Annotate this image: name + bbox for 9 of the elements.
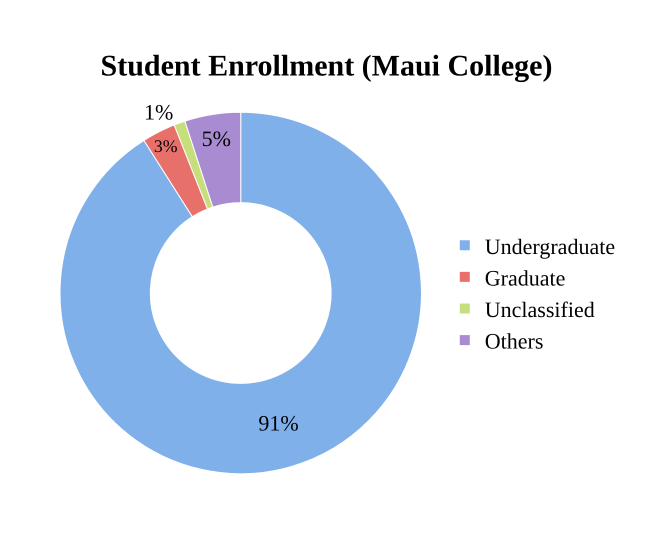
legend-label: Others	[484, 328, 544, 354]
data-label: 1%	[144, 99, 174, 124]
legend-label: Undergraduate	[484, 234, 616, 259]
chart-title: Student Enrollment (Maui College)	[100, 50, 552, 83]
data-label: 91%	[258, 410, 299, 436]
data-label: 3%	[154, 136, 178, 156]
data-label: 5%	[202, 126, 231, 152]
legend-label: Graduate	[484, 265, 566, 290]
legend-label: Unclassified	[484, 297, 595, 322]
